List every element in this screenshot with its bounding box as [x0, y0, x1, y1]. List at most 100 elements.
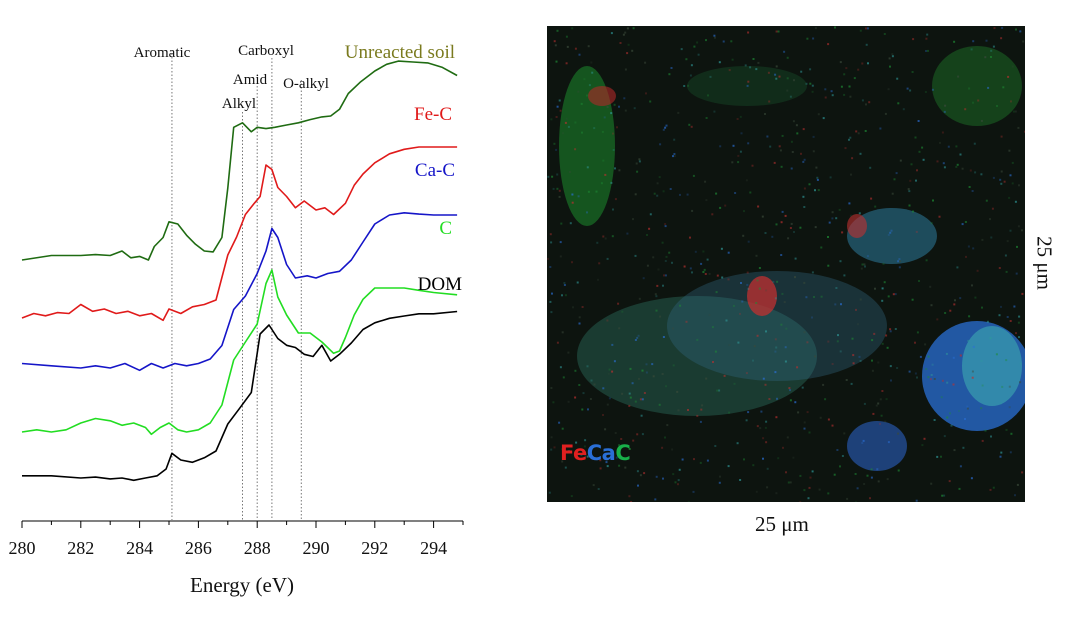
fe-particle	[588, 86, 616, 106]
speckle	[590, 379, 593, 382]
speckle	[844, 147, 847, 150]
speckle	[843, 274, 846, 277]
speckle	[1017, 225, 1020, 228]
speckle	[1008, 196, 1011, 199]
speckle	[974, 296, 977, 299]
speckle	[981, 384, 984, 387]
speckle	[806, 37, 809, 40]
speckle	[764, 426, 767, 429]
speckle	[891, 192, 894, 195]
speckle	[828, 221, 831, 224]
speckle	[881, 299, 884, 302]
speckle	[608, 397, 611, 400]
speckle	[1014, 494, 1016, 497]
speckle	[969, 169, 972, 172]
speckle	[779, 149, 782, 152]
speckle	[614, 167, 616, 170]
speckle	[550, 241, 553, 244]
speckle	[843, 73, 846, 76]
speckle	[992, 176, 995, 179]
speckle	[578, 384, 581, 386]
speckle	[1005, 270, 1008, 273]
speckle	[614, 432, 617, 434]
speckle	[829, 176, 832, 179]
speckle	[596, 241, 599, 244]
speckle	[765, 330, 767, 333]
speckle	[583, 445, 586, 448]
speckle	[883, 281, 886, 284]
speckle	[624, 68, 627, 71]
speckle	[802, 128, 805, 131]
speckle	[597, 488, 600, 490]
speckle	[565, 62, 568, 65]
xanes-spectra-chart: Aromatic Alkyl Amid Carboxyl O-alkyl Unreacte…	[9, 42, 464, 597]
speckle	[981, 238, 984, 241]
speckle	[866, 474, 869, 477]
speckle	[871, 339, 874, 342]
speckle	[808, 183, 811, 186]
speckle	[811, 470, 814, 473]
speckle	[636, 336, 639, 339]
speckle	[897, 469, 900, 472]
speckle	[952, 383, 955, 386]
speckle	[1000, 37, 1003, 40]
speckle	[692, 490, 695, 493]
speckle	[799, 226, 802, 229]
speckle	[618, 444, 621, 447]
speckle	[927, 376, 930, 379]
speckle	[926, 49, 929, 52]
speckle	[861, 99, 864, 102]
speckle	[932, 199, 934, 202]
speckle	[809, 82, 812, 85]
speckle	[921, 444, 924, 447]
speckle	[665, 255, 668, 258]
speckle	[961, 167, 964, 170]
x-tick-label: 290	[303, 538, 330, 558]
speckle	[865, 27, 867, 30]
speckle	[610, 32, 613, 35]
speckle	[775, 416, 778, 419]
speckle	[634, 193, 637, 196]
speckle	[581, 131, 583, 134]
speckle	[1011, 182, 1014, 185]
speckle	[784, 360, 787, 363]
speckle	[703, 268, 706, 271]
speckle	[940, 455, 942, 458]
speckle	[856, 487, 859, 490]
speckle	[958, 487, 961, 490]
speckle	[806, 411, 809, 414]
speckle	[819, 416, 822, 419]
map-image	[547, 26, 1025, 502]
speckle	[654, 293, 657, 296]
speckle	[976, 269, 979, 272]
speckle	[954, 299, 956, 302]
speckle	[598, 262, 601, 265]
speckle	[645, 371, 648, 374]
fe-particle	[847, 214, 867, 238]
speckle	[820, 246, 823, 249]
speckle	[915, 499, 918, 502]
speckle	[944, 104, 947, 107]
speckle	[743, 458, 745, 461]
speckle	[1012, 110, 1015, 113]
speckle	[1015, 332, 1017, 335]
series-line	[22, 310, 458, 482]
speckle	[753, 345, 756, 348]
speckle	[849, 95, 852, 98]
speckle	[846, 497, 849, 500]
speckle	[980, 407, 983, 410]
speckle	[739, 479, 742, 481]
speckle	[835, 217, 838, 220]
speckle	[706, 459, 709, 462]
speckle	[556, 341, 559, 344]
speckle	[737, 154, 740, 157]
speckle	[962, 446, 965, 449]
speckle	[584, 453, 587, 456]
speckle	[892, 293, 895, 296]
speckle	[895, 172, 898, 175]
speckle	[817, 113, 820, 116]
speckle	[731, 161, 734, 164]
speckle	[672, 155, 674, 158]
speckle	[771, 235, 774, 238]
speckle	[752, 58, 755, 60]
